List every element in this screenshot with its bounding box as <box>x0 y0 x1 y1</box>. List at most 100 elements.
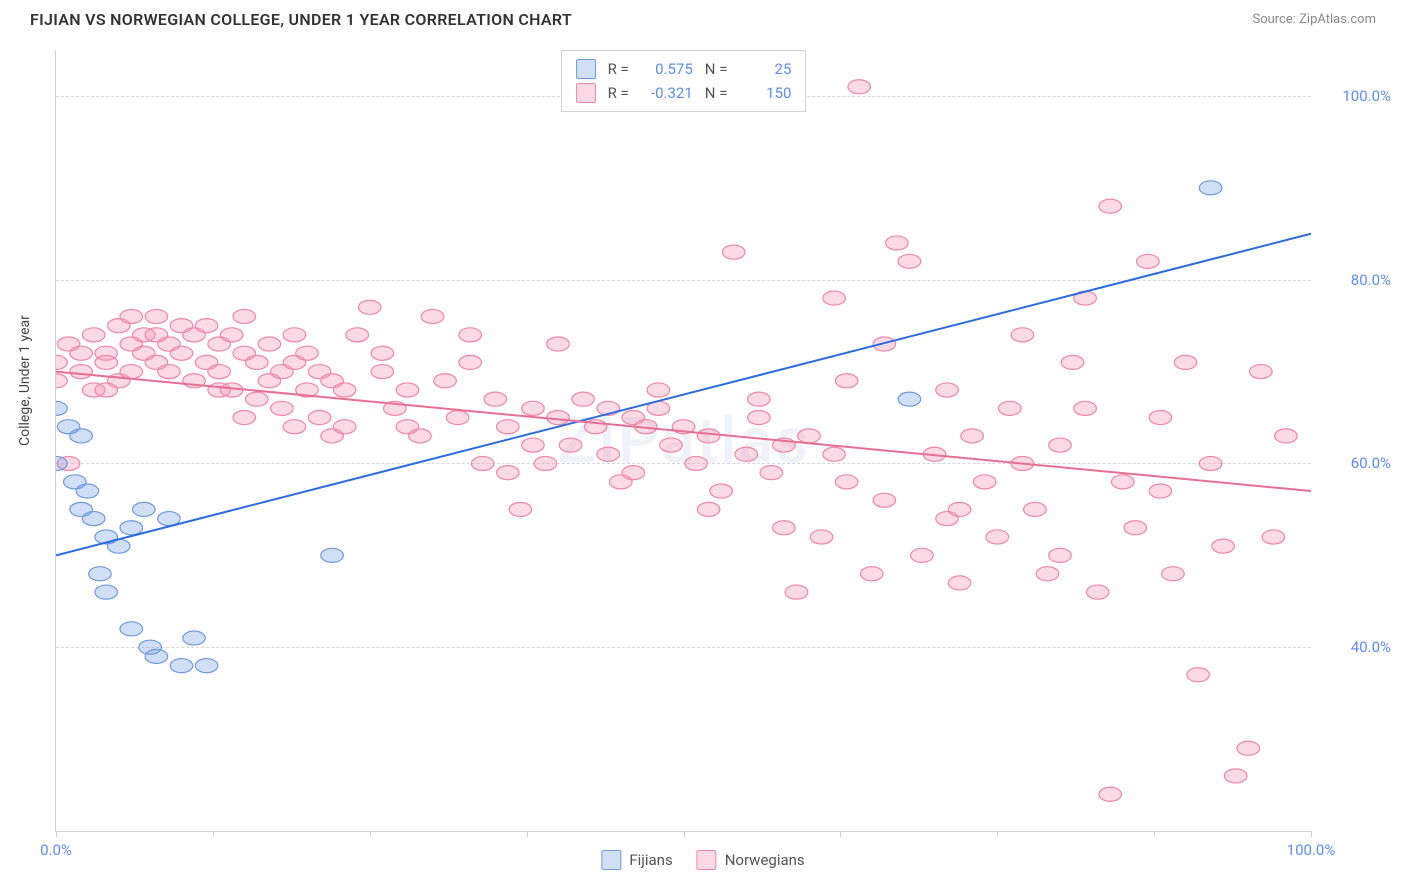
data-point <box>396 383 419 397</box>
legend-swatch <box>576 59 596 79</box>
data-point <box>120 622 143 636</box>
data-point <box>333 420 356 434</box>
data-point <box>1074 401 1097 415</box>
data-point <box>522 438 545 452</box>
data-point <box>999 401 1022 415</box>
data-point <box>1212 539 1235 553</box>
data-point <box>95 355 118 369</box>
data-point <box>1149 411 1172 425</box>
data-point <box>484 392 507 406</box>
data-point <box>56 401 67 415</box>
y-tick-label: 80.0% <box>1321 271 1391 289</box>
data-point <box>246 355 269 369</box>
y-tick-label: 100.0% <box>1321 87 1391 105</box>
stat-r-value: -0.321 <box>637 81 693 105</box>
x-tick <box>1311 831 1312 837</box>
stat-n-label: N = <box>705 81 728 105</box>
data-point <box>1224 769 1247 783</box>
data-point <box>371 365 394 379</box>
trend-line <box>56 372 1311 491</box>
data-point <box>748 411 771 425</box>
data-point <box>1099 787 1122 801</box>
data-point <box>898 392 921 406</box>
y-axis-label: College, Under 1 year <box>17 315 33 446</box>
data-point <box>133 502 156 516</box>
data-point <box>911 548 934 562</box>
series-legend: FijiansNorwegians <box>601 850 804 870</box>
data-point <box>1174 355 1197 369</box>
data-point <box>1199 181 1222 195</box>
data-point <box>497 466 520 480</box>
data-point <box>697 429 720 443</box>
trend-line <box>56 234 1311 556</box>
data-point <box>522 401 545 415</box>
data-point <box>823 447 846 461</box>
stat-n-label: N = <box>705 57 728 81</box>
data-point <box>1250 365 1273 379</box>
data-point <box>798 429 821 443</box>
stats-legend-row: R =0.575N =25 <box>576 57 792 81</box>
data-point <box>1162 567 1185 581</box>
data-point <box>1086 585 1109 599</box>
data-point <box>233 411 256 425</box>
data-point <box>195 659 218 673</box>
data-point <box>873 493 896 507</box>
data-point <box>358 300 381 314</box>
data-point <box>296 346 319 360</box>
data-point <box>497 420 520 434</box>
data-point <box>1036 567 1059 581</box>
data-point <box>986 530 1009 544</box>
data-point <box>321 548 344 562</box>
series-name: Fijians <box>629 851 672 869</box>
data-point <box>283 328 306 342</box>
chart-area: ZIPatlas R =0.575N =25R =-0.321N =150 40… <box>55 50 1311 832</box>
data-point <box>647 383 670 397</box>
data-point <box>346 328 369 342</box>
stats-legend-row: R =-0.321N =150 <box>576 81 792 105</box>
data-point <box>195 319 218 333</box>
data-point <box>258 337 281 351</box>
data-point <box>1049 548 1072 562</box>
data-point <box>208 365 231 379</box>
data-point <box>56 355 67 369</box>
stat-r-label: R = <box>608 57 629 81</box>
x-tick-label: 0.0% <box>40 841 72 859</box>
data-point <box>89 567 112 581</box>
data-point <box>70 365 93 379</box>
data-point <box>396 420 419 434</box>
x-tick <box>840 831 841 837</box>
x-tick <box>370 831 371 837</box>
data-point <box>1275 429 1298 443</box>
x-tick <box>527 831 528 837</box>
x-tick-label: 100.0% <box>1287 841 1336 859</box>
data-point <box>722 245 745 259</box>
data-point <box>860 567 883 581</box>
data-point <box>95 383 118 397</box>
data-point <box>835 475 858 489</box>
data-point <box>748 392 771 406</box>
data-point <box>948 502 971 516</box>
legend-swatch <box>576 83 596 103</box>
data-point <box>145 649 168 663</box>
x-tick <box>213 831 214 837</box>
data-point <box>233 309 256 323</box>
data-point <box>82 328 105 342</box>
data-point <box>70 429 93 443</box>
source-label: Source: ZipAtlas.com <box>1252 12 1376 27</box>
legend-swatch <box>697 850 717 870</box>
data-point <box>961 429 984 443</box>
data-point <box>56 374 67 388</box>
data-point <box>446 411 469 425</box>
data-point <box>434 374 457 388</box>
data-point <box>936 383 959 397</box>
data-point <box>1061 355 1084 369</box>
data-point <box>1149 484 1172 498</box>
data-point <box>120 521 143 535</box>
data-point <box>145 309 168 323</box>
data-point <box>898 254 921 268</box>
data-point <box>1187 668 1210 682</box>
data-point <box>835 374 858 388</box>
page-title: FIJIAN VS NORWEGIAN COLLEGE, UNDER 1 YEA… <box>30 10 572 29</box>
data-point <box>810 530 833 544</box>
data-point <box>183 631 206 645</box>
